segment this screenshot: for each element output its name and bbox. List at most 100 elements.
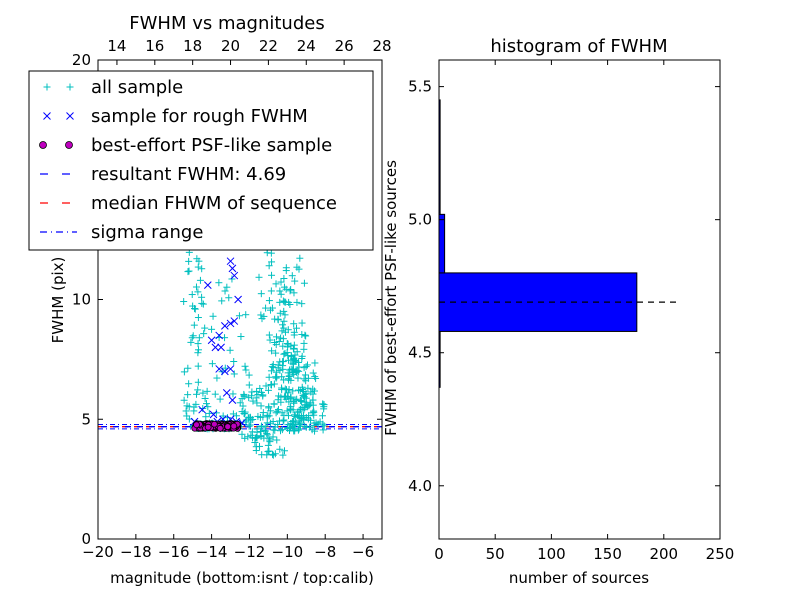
all-sample-point	[300, 279, 308, 287]
all-sample-point	[264, 386, 272, 394]
scatter-reference-lines	[98, 424, 382, 430]
all-sample-point	[276, 287, 284, 295]
all-sample-point	[242, 418, 250, 426]
all-sample-point	[194, 263, 202, 271]
all-sample-point	[203, 387, 211, 395]
all-sample-point	[240, 409, 248, 417]
all-sample-point	[269, 451, 277, 459]
rough-fwhm-point	[211, 343, 220, 352]
all-sample-point	[274, 316, 282, 324]
all-sample-point	[265, 297, 273, 305]
psf-like-point	[193, 421, 200, 429]
all-sample-point	[309, 369, 317, 377]
all-sample-point	[281, 385, 289, 393]
all-sample-point	[257, 402, 265, 410]
legend-entry: sample for rough FWHM	[43, 106, 308, 127]
all-sample-point	[198, 293, 206, 301]
all-sample-point	[221, 334, 229, 342]
histogram-title: histogram of FWHM	[490, 36, 667, 57]
all-sample-point	[309, 396, 317, 404]
all-sample-point	[269, 426, 277, 434]
all-sample-point	[194, 378, 202, 386]
all-sample-point	[279, 342, 287, 350]
all-sample-point	[302, 423, 310, 431]
legend-entry: sigma range	[40, 222, 203, 243]
rough-fwhm-point	[228, 396, 237, 404]
all-sample-point	[271, 315, 279, 323]
legend-entry: resultant FWHM: 4.69	[40, 164, 286, 185]
top-x-tick-label: 22	[259, 37, 278, 55]
all-sample-point	[293, 395, 301, 403]
all-sample-point	[291, 277, 299, 285]
all-sample-point	[212, 409, 220, 417]
all-sample-point	[265, 373, 273, 381]
all-sample-point	[309, 390, 317, 398]
all-sample-point	[267, 381, 275, 389]
all-sample-point	[180, 368, 188, 376]
all-sample-point	[262, 304, 270, 312]
rough-fwhm-point	[230, 271, 239, 280]
all-sample-point	[265, 262, 273, 270]
all-sample-point	[284, 389, 292, 397]
all-sample-point	[280, 317, 288, 325]
all-sample-point	[293, 367, 301, 375]
all-sample-point	[251, 439, 259, 447]
all-sample-point	[188, 291, 196, 299]
all-sample-point	[280, 416, 288, 424]
all-sample-point	[279, 335, 287, 343]
all-sample-point	[287, 286, 295, 294]
all-sample-point	[290, 289, 298, 297]
all-sample-point	[269, 433, 277, 441]
all-sample-point	[242, 311, 250, 319]
all-sample-point	[194, 349, 202, 357]
rough-fwhm-point	[198, 405, 206, 414]
all-sample-point	[262, 382, 270, 390]
all-sample-point	[281, 349, 289, 357]
all-sample-point	[241, 434, 249, 442]
all-sample-point	[301, 331, 309, 339]
scatter-title: FWHM vs magnitudes	[129, 13, 324, 34]
all-sample-point	[280, 447, 288, 455]
legend-entry: median FHWM of sequence	[40, 193, 337, 214]
all-sample-point	[185, 257, 193, 265]
all-sample-point	[282, 267, 290, 275]
all-sample-point	[199, 300, 207, 308]
all-sample-point	[311, 359, 319, 367]
legend-label: all sample	[91, 77, 183, 98]
legend-box	[28, 70, 374, 251]
all-sample-point	[198, 299, 206, 307]
all-sample-point	[296, 396, 304, 404]
all-sample-point	[293, 348, 301, 356]
all-sample-point	[272, 374, 280, 382]
all-sample-point	[288, 368, 296, 376]
all-sample-point	[267, 287, 275, 295]
histogram-axes-frame	[438, 59, 721, 540]
all-sample-point	[225, 294, 233, 302]
scatter-x-label: magnitude (bottom:isnt / top:calib)	[110, 569, 374, 587]
all-sample-point	[285, 372, 293, 380]
all-sample-point	[265, 403, 273, 411]
scatter-panel: −20 −18 −16 −14 −12 −10 −8 −6 0 5 10 20 14 16 18 20 22 24…	[28, 13, 392, 587]
all-sample-point	[262, 422, 270, 430]
all-sample-point	[267, 367, 275, 375]
all-sample-point	[303, 403, 311, 411]
all-sample-point	[289, 387, 297, 395]
all-sample-point	[282, 298, 290, 306]
all-sample-point	[276, 366, 284, 374]
legend-label: sample for rough FWHM	[91, 106, 308, 127]
all-sample-point	[241, 362, 249, 370]
top-x-tick-label: 16	[145, 37, 164, 55]
all-sample-point	[213, 374, 221, 382]
all-sample-point	[265, 434, 273, 442]
all-sample-point	[320, 422, 328, 430]
all-sample-point	[310, 408, 318, 416]
all-sample-point	[286, 406, 294, 414]
all-sample-point	[286, 424, 294, 432]
all-sample-point	[216, 395, 224, 403]
all-sample-point	[208, 325, 216, 333]
all-sample-point	[305, 402, 313, 410]
all-sample-point	[293, 408, 301, 416]
x-tick-label: −10	[272, 543, 304, 561]
all-sample-point	[304, 415, 312, 423]
